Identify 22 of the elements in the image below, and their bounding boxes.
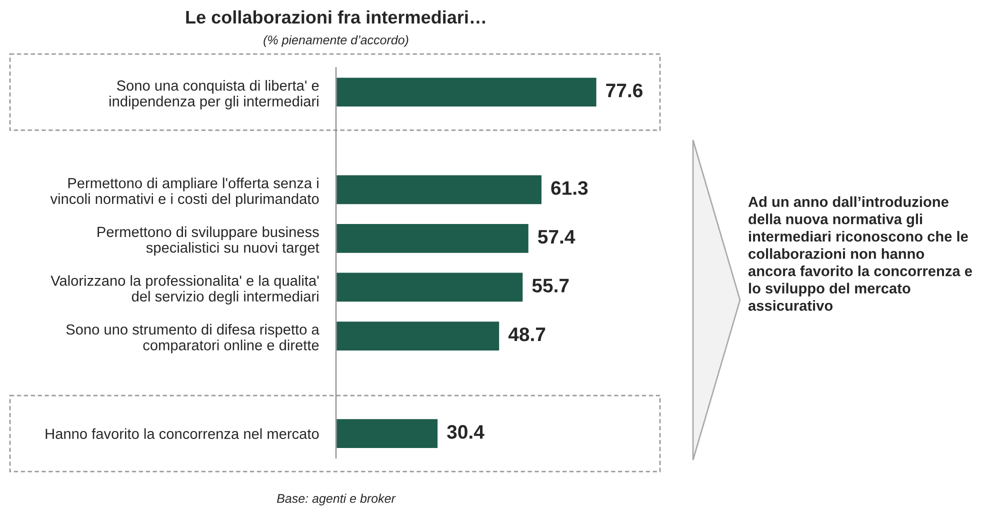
bar — [336, 320, 500, 352]
chart-subtitle: (% pienamente d’accordo) — [264, 35, 408, 47]
y-tick-label: Permettono di ampliare l'offerta senza i vincoli normativi e i costi del plurimandato — [50, 178, 319, 207]
bar — [336, 418, 439, 450]
bar — [336, 76, 597, 108]
bar — [336, 271, 524, 304]
y-tick-label: Permettono di sviluppare business specialistici su nuovi target — [98, 226, 320, 256]
data-label: 48.7 — [508, 327, 546, 342]
text: Ad un anno dall’introduzione della nuova normativa gli intermediari riconoscono che le collaborazioni non hanno ancora favorito la concorrenza e lo sviluppo del mercato assicurativo — [748, 196, 972, 311]
text: Base: agenti e broker — [276, 494, 396, 506]
y-tick-label: Hanno favorito la concorrenza nel mercato — [46, 428, 319, 439]
data-label: 61.3 — [551, 181, 588, 195]
bar — [336, 174, 543, 206]
y-tick-label: Sono una conquista di liberta' e indipendenza per gli intermediari — [110, 80, 319, 110]
data-label: 77.6 — [606, 84, 642, 98]
y-tick-label: Valorizzano la professionalita' e la qualita' del servizio degli intermediari — [50, 275, 319, 304]
chart-title: Le collaborazioni fra intermediari… — [186, 10, 485, 24]
data-label: 55.7 — [532, 278, 569, 292]
bar — [336, 222, 530, 254]
data-label: 30.4 — [447, 425, 484, 439]
data-label: 57.4 — [538, 230, 576, 244]
y-tick-label: Sono uno strumento di difesa rispetto a comparatori online e dirette — [66, 324, 320, 354]
